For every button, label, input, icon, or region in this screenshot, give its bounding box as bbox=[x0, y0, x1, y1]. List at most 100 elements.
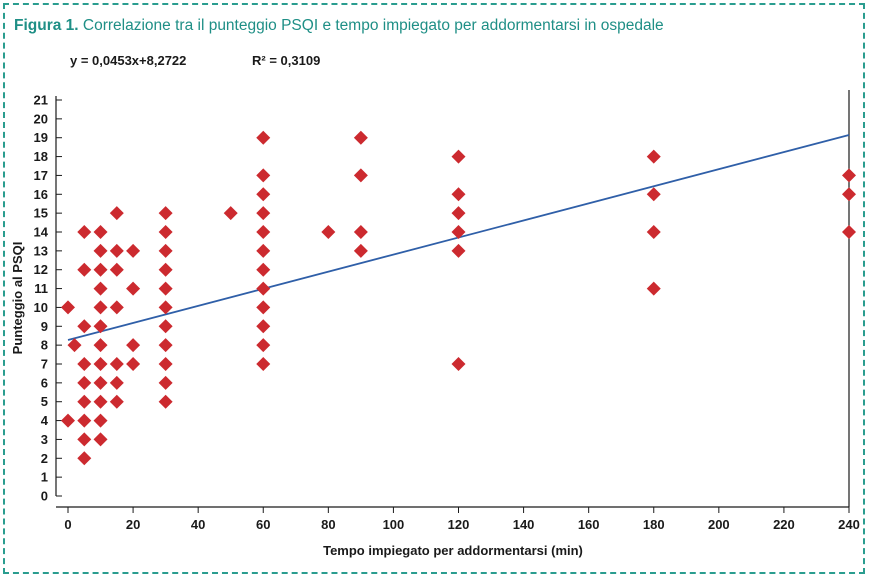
regression-r-squared: R² = 0,3109 bbox=[252, 53, 320, 68]
data-point bbox=[256, 187, 271, 202]
data-point bbox=[256, 206, 271, 221]
data-point bbox=[93, 262, 108, 277]
y-tick-label: 0 bbox=[41, 489, 48, 504]
y-tick-label: 3 bbox=[41, 432, 48, 447]
data-point bbox=[353, 225, 368, 239]
x-tick-label: 200 bbox=[708, 517, 730, 532]
data-point bbox=[451, 206, 466, 221]
data-point bbox=[93, 432, 108, 447]
y-tick-label: 15 bbox=[34, 206, 48, 221]
data-point bbox=[109, 300, 124, 315]
data-point bbox=[256, 243, 271, 258]
data-point bbox=[93, 300, 108, 315]
data-point bbox=[61, 300, 75, 315]
data-point bbox=[158, 300, 173, 315]
x-tick-label: 180 bbox=[643, 517, 665, 532]
data-point bbox=[158, 357, 173, 371]
data-point bbox=[109, 394, 124, 409]
data-point bbox=[256, 262, 271, 277]
data-point bbox=[126, 243, 141, 258]
data-point bbox=[451, 357, 466, 371]
y-tick-label: 2 bbox=[41, 451, 48, 466]
data-point bbox=[842, 168, 856, 183]
data-point bbox=[256, 319, 271, 334]
data-point bbox=[126, 281, 141, 296]
data-point bbox=[93, 281, 108, 296]
data-point bbox=[256, 300, 271, 315]
data-point bbox=[451, 187, 466, 202]
figure-label: Figura 1. bbox=[14, 17, 79, 34]
data-point bbox=[126, 338, 141, 353]
y-tick-label: 8 bbox=[41, 338, 48, 353]
y-tick-label: 14 bbox=[34, 225, 49, 240]
y-tick-label: 21 bbox=[34, 93, 48, 108]
x-tick-label: 240 bbox=[838, 517, 860, 532]
data-point bbox=[109, 375, 124, 390]
y-tick-label: 16 bbox=[34, 187, 48, 202]
x-axis-title: Tempo impiegato per addormentarsi (min) bbox=[323, 543, 583, 558]
x-tick-label: 100 bbox=[383, 517, 405, 532]
y-tick-label: 17 bbox=[34, 168, 48, 183]
y-tick-label: 4 bbox=[41, 413, 49, 428]
x-tick-label: 220 bbox=[773, 517, 795, 532]
x-tick-label: 120 bbox=[448, 517, 470, 532]
data-point bbox=[256, 168, 271, 183]
data-point bbox=[158, 262, 173, 277]
y-tick-label: 5 bbox=[41, 394, 48, 409]
data-point bbox=[842, 187, 856, 202]
y-tick-label: 20 bbox=[34, 111, 48, 126]
y-tick-label: 9 bbox=[41, 319, 48, 334]
data-point bbox=[77, 225, 92, 239]
data-point bbox=[646, 281, 661, 296]
data-point bbox=[77, 319, 92, 334]
data-point bbox=[93, 319, 108, 334]
data-point bbox=[353, 168, 368, 183]
data-point bbox=[158, 281, 173, 296]
x-tick-label: 20 bbox=[126, 517, 140, 532]
data-point bbox=[158, 243, 173, 258]
data-point bbox=[77, 394, 92, 409]
data-point bbox=[223, 206, 238, 221]
data-point bbox=[256, 225, 271, 239]
data-point bbox=[451, 225, 466, 239]
data-point bbox=[158, 394, 173, 409]
y-tick-label: 6 bbox=[41, 375, 48, 390]
data-point bbox=[353, 243, 368, 258]
data-point bbox=[158, 375, 173, 390]
data-point bbox=[842, 225, 856, 239]
data-point bbox=[256, 281, 271, 296]
data-point bbox=[109, 357, 124, 371]
data-point bbox=[158, 319, 173, 334]
y-tick-label: 10 bbox=[34, 300, 48, 315]
data-point bbox=[61, 413, 75, 428]
data-point bbox=[93, 413, 108, 428]
data-point bbox=[126, 357, 141, 371]
y-tick-label: 7 bbox=[41, 357, 48, 372]
data-point bbox=[353, 130, 368, 145]
x-tick-label: 40 bbox=[191, 517, 205, 532]
figure-frame bbox=[3, 3, 865, 574]
data-point bbox=[93, 338, 108, 353]
data-point bbox=[93, 357, 108, 371]
data-point bbox=[77, 357, 92, 371]
figure-caption-text: Correlazione tra il punteggio PSQI e tem… bbox=[82, 17, 664, 34]
data-point bbox=[93, 394, 108, 409]
y-tick-label: 18 bbox=[34, 149, 48, 164]
data-point bbox=[93, 375, 108, 390]
data-point bbox=[321, 225, 336, 239]
data-point bbox=[109, 243, 124, 258]
data-point bbox=[158, 225, 173, 239]
data-point bbox=[256, 357, 271, 371]
y-tick-label: 11 bbox=[34, 281, 48, 296]
y-tick-label: 19 bbox=[34, 130, 48, 145]
y-axis-title: Punteggio al PSQI bbox=[10, 242, 25, 355]
x-tick-label: 160 bbox=[578, 517, 600, 532]
data-point bbox=[77, 451, 92, 466]
data-point bbox=[109, 206, 124, 221]
data-point bbox=[158, 206, 173, 221]
regression-equation: y = 0,0453x+8,2722 bbox=[70, 53, 186, 68]
x-tick-label: 60 bbox=[256, 517, 270, 532]
data-point bbox=[77, 432, 92, 447]
